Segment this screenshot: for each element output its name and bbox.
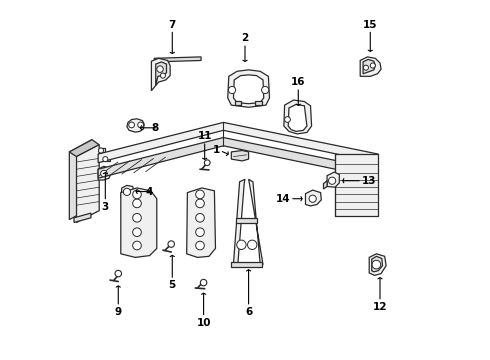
Polygon shape	[369, 254, 386, 275]
Circle shape	[160, 73, 166, 78]
Circle shape	[129, 122, 134, 128]
Polygon shape	[69, 140, 99, 157]
Text: 10: 10	[196, 318, 211, 328]
Polygon shape	[98, 166, 111, 180]
Polygon shape	[235, 101, 242, 105]
Polygon shape	[335, 154, 378, 216]
Circle shape	[196, 241, 204, 250]
Polygon shape	[231, 150, 248, 161]
Circle shape	[196, 213, 204, 222]
Circle shape	[372, 260, 381, 269]
Polygon shape	[305, 190, 321, 206]
Polygon shape	[97, 148, 105, 153]
Circle shape	[133, 213, 141, 222]
Circle shape	[123, 188, 130, 195]
Circle shape	[98, 148, 103, 153]
Polygon shape	[154, 57, 201, 62]
Circle shape	[196, 190, 204, 199]
Circle shape	[309, 195, 316, 202]
Polygon shape	[288, 104, 307, 131]
Text: 4: 4	[146, 186, 153, 197]
Polygon shape	[98, 122, 378, 163]
Text: 9: 9	[115, 307, 122, 317]
Circle shape	[247, 240, 257, 249]
Text: 1: 1	[213, 145, 220, 156]
Polygon shape	[156, 62, 167, 86]
Polygon shape	[76, 145, 99, 222]
Circle shape	[168, 241, 174, 247]
Text: 14: 14	[275, 194, 290, 204]
Text: 15: 15	[363, 19, 377, 30]
Polygon shape	[69, 140, 92, 220]
Text: 8: 8	[151, 123, 159, 133]
Circle shape	[228, 86, 236, 94]
Text: 6: 6	[245, 307, 252, 317]
Polygon shape	[323, 181, 327, 189]
Polygon shape	[284, 100, 312, 134]
Text: 16: 16	[291, 77, 306, 87]
Circle shape	[103, 157, 108, 162]
Circle shape	[370, 63, 375, 68]
Circle shape	[115, 270, 122, 277]
Text: 7: 7	[169, 19, 176, 30]
Polygon shape	[236, 218, 257, 223]
Circle shape	[204, 160, 210, 166]
Polygon shape	[121, 188, 157, 257]
Text: 12: 12	[373, 302, 387, 312]
Polygon shape	[327, 172, 339, 187]
Polygon shape	[127, 119, 144, 132]
Circle shape	[100, 170, 107, 177]
Text: 2: 2	[242, 33, 248, 43]
Polygon shape	[248, 179, 263, 265]
Polygon shape	[151, 58, 170, 91]
Polygon shape	[233, 179, 245, 265]
Circle shape	[262, 86, 269, 94]
Circle shape	[285, 117, 291, 122]
Circle shape	[133, 228, 141, 237]
Text: 13: 13	[362, 176, 376, 186]
Polygon shape	[255, 101, 262, 105]
Circle shape	[200, 279, 207, 286]
Circle shape	[196, 199, 204, 208]
Polygon shape	[372, 256, 383, 272]
Text: 3: 3	[102, 202, 109, 212]
Polygon shape	[231, 262, 262, 267]
Circle shape	[133, 199, 141, 208]
Circle shape	[196, 228, 204, 237]
Polygon shape	[228, 70, 270, 107]
Polygon shape	[360, 57, 381, 76]
Circle shape	[364, 65, 368, 70]
Circle shape	[237, 240, 246, 249]
Circle shape	[157, 66, 163, 72]
Polygon shape	[233, 75, 264, 104]
Circle shape	[133, 190, 141, 199]
Polygon shape	[101, 157, 110, 161]
Polygon shape	[363, 59, 375, 74]
Polygon shape	[121, 185, 134, 200]
Polygon shape	[187, 188, 216, 257]
Circle shape	[138, 122, 144, 128]
Circle shape	[133, 241, 141, 250]
Text: 11: 11	[197, 131, 212, 141]
Polygon shape	[98, 138, 378, 178]
Text: 5: 5	[169, 280, 176, 290]
Circle shape	[328, 177, 336, 184]
Polygon shape	[74, 213, 91, 222]
